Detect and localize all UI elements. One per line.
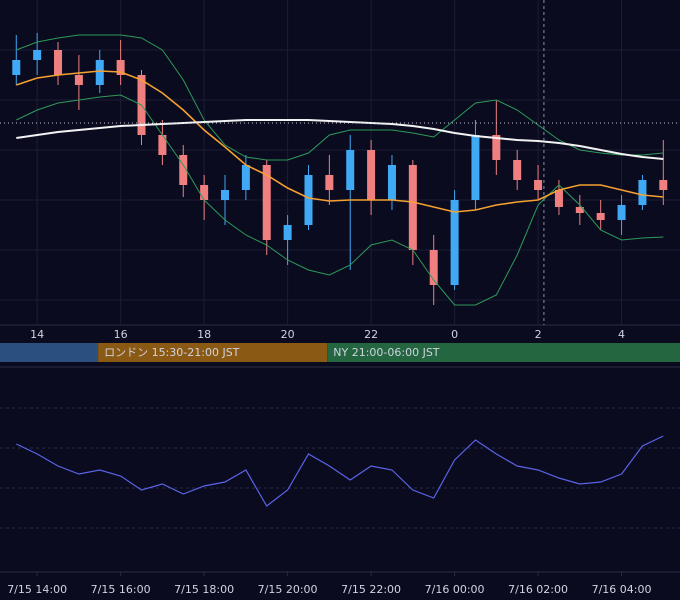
x-tick-label: 7/16 00:00 — [425, 583, 485, 596]
x-tick-label: 18 — [197, 328, 211, 341]
candle-body — [659, 180, 668, 190]
candle-body — [471, 135, 480, 200]
oscillator-line — [16, 435, 664, 507]
candle-body — [200, 185, 209, 200]
indicator-line — [16, 34, 664, 161]
x-tick-label: 20 — [281, 328, 295, 341]
x-tick-label: 7/15 22:00 — [341, 583, 401, 596]
x-tick-label: 7/15 14:00 — [7, 583, 67, 596]
candle-body — [262, 165, 271, 240]
candle-body — [534, 180, 543, 190]
candle-body — [158, 135, 167, 155]
candle-body — [492, 135, 501, 160]
candle-body — [638, 180, 647, 205]
indicator-line — [16, 70, 664, 213]
x-tick-label: 16 — [114, 328, 128, 341]
candle-body — [346, 150, 355, 190]
x-tick-label: 7/15 18:00 — [174, 583, 234, 596]
x-tick-label: 7/16 02:00 — [508, 583, 568, 596]
candle-body — [513, 160, 522, 180]
candle-body — [95, 60, 104, 85]
candle-body — [12, 60, 21, 75]
indicator-line — [16, 94, 664, 306]
candle-body — [33, 50, 42, 60]
x-tick-label: 0 — [451, 328, 458, 341]
candle-body — [74, 75, 83, 85]
session-band — [0, 343, 99, 362]
candle-body — [450, 200, 459, 285]
candle-body — [241, 165, 250, 190]
candle-body — [54, 50, 63, 75]
x-tick-label: 22 — [364, 328, 378, 341]
x-tick-label: 7/16 04:00 — [592, 583, 652, 596]
x-tick-label: 2 — [535, 328, 542, 341]
session-label: NY 21:00-06:00 JST — [333, 346, 440, 359]
session-band — [98, 343, 328, 362]
candle-body — [283, 225, 292, 240]
candle-body — [325, 175, 334, 190]
candle-body — [179, 155, 188, 185]
candle-body — [596, 213, 605, 220]
candle-body — [617, 205, 626, 220]
candle-body — [220, 190, 229, 200]
candle-body — [304, 175, 313, 225]
candle-body — [367, 150, 376, 200]
session-label: ロンドン 15:30-21:00 JST — [104, 346, 240, 359]
candle-body — [554, 190, 563, 207]
indicator-line — [16, 119, 664, 160]
session-band — [327, 343, 680, 362]
candle-body — [387, 165, 396, 200]
candle-body — [429, 250, 438, 285]
x-tick-label: 4 — [618, 328, 625, 341]
candle-body — [116, 60, 125, 75]
x-tick-label: 7/15 20:00 — [258, 583, 318, 596]
x-tick-label: 14 — [30, 328, 44, 341]
candle-body — [408, 165, 417, 250]
x-tick-label: 7/15 16:00 — [91, 583, 151, 596]
candle-body — [575, 207, 584, 213]
